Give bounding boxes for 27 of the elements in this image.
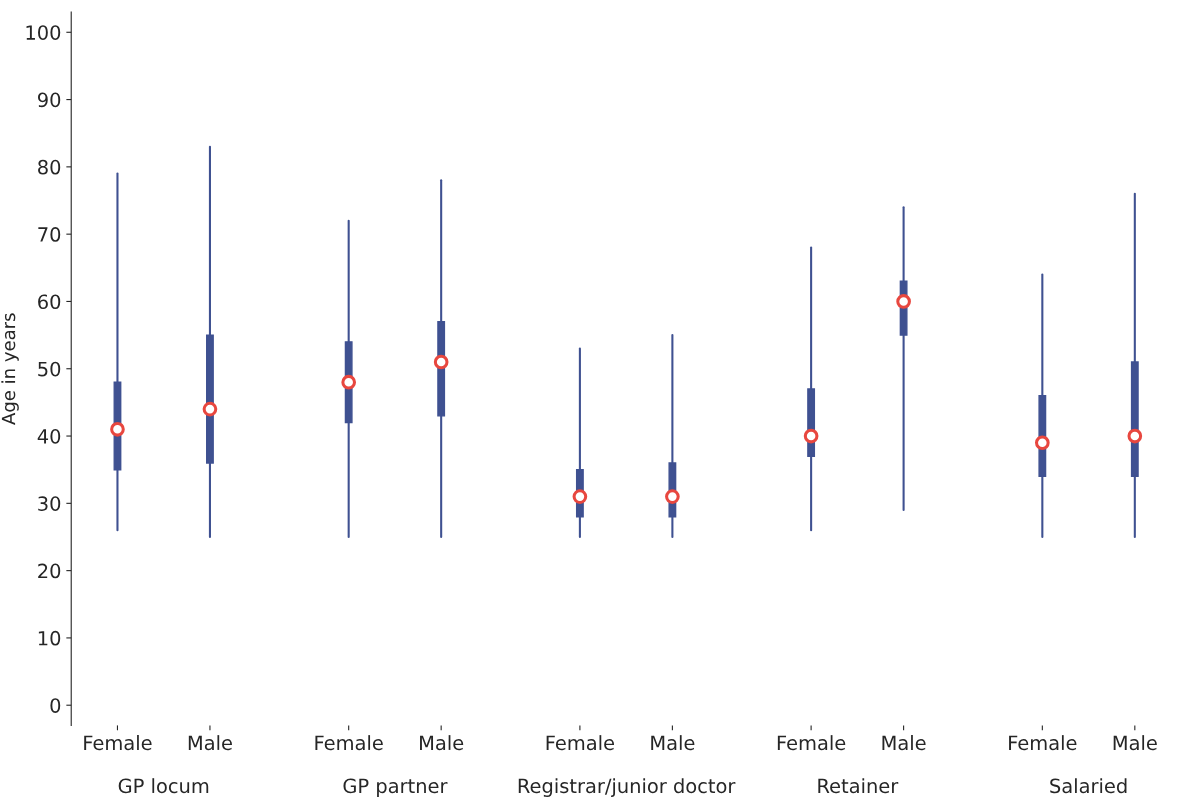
y-tick-label: 20 [38, 563, 61, 579]
y-tick-label: 0 [50, 698, 61, 713]
x-tick-label: Female [315, 735, 383, 751]
text: GP partner [343, 778, 448, 797]
x-tick-label: Female [84, 735, 152, 751]
x-tick-label: Male [188, 735, 232, 751]
text: Retainer [818, 778, 899, 794]
y-tick-label: 40 [37, 428, 61, 444]
y-tick-label: 100 [26, 25, 61, 40]
y-tick-label: 10 [38, 630, 61, 646]
y-axis-title: Age in years [1, 313, 19, 425]
x-tick-label: Male [651, 735, 695, 751]
x-tick-label: Male [1113, 735, 1157, 751]
y-tick-label: 30 [38, 496, 61, 511]
text: Registrar/junior doctor [518, 778, 736, 797]
text: Salaried [1050, 778, 1127, 794]
x-tick-label: Female [777, 735, 846, 751]
text: GP locum [118, 778, 209, 794]
x-tick-label: Female [546, 735, 615, 751]
y-tick-label: 60 [38, 294, 61, 310]
y-tick-label: 70 [38, 227, 61, 242]
x-tick-label: Male [420, 735, 464, 751]
y-tick-label: 90 [37, 92, 61, 108]
x-tick-label: Male [882, 735, 926, 751]
y-tick-label: 80 [38, 159, 61, 175]
y-tick-label: 50 [38, 361, 61, 377]
x-tick-label: Female [1009, 735, 1077, 751]
